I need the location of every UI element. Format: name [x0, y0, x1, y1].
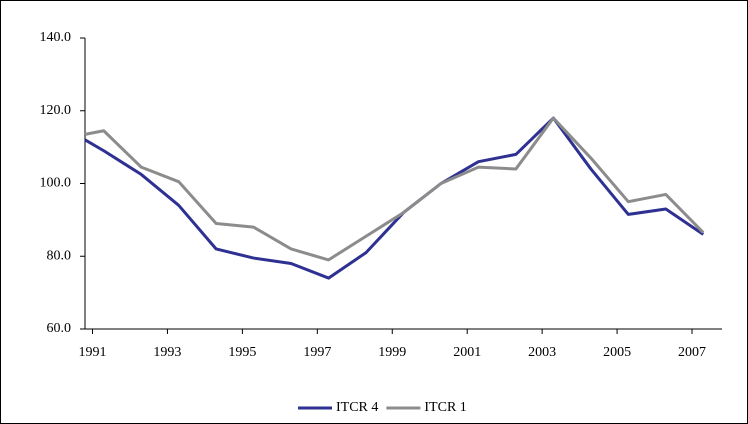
x-tick-label: 1991 [78, 345, 106, 360]
x-tick-label: 1993 [153, 345, 181, 360]
legend-label: ITCR 4 [336, 400, 378, 415]
y-tick-label: 100.0 [40, 176, 72, 191]
x-tick-label: 1997 [303, 345, 331, 360]
series-line [84, 116, 705, 280]
series-line [84, 116, 705, 262]
y-tick-label: 120.0 [40, 103, 72, 118]
legend-label: ITCR 1 [424, 400, 466, 415]
x-tick-label: 2007 [678, 345, 706, 360]
x-tick-label: 2003 [528, 345, 556, 360]
y-tick-label: 60.0 [47, 321, 72, 336]
y-tick-label: 140.0 [40, 30, 72, 45]
x-tick-label: 1995 [228, 345, 256, 360]
y-tick-label: 80.0 [47, 248, 72, 263]
x-tick-label: 1999 [378, 345, 406, 360]
x-tick-label: 2001 [453, 345, 481, 360]
x-tick-label: 2005 [603, 345, 631, 360]
